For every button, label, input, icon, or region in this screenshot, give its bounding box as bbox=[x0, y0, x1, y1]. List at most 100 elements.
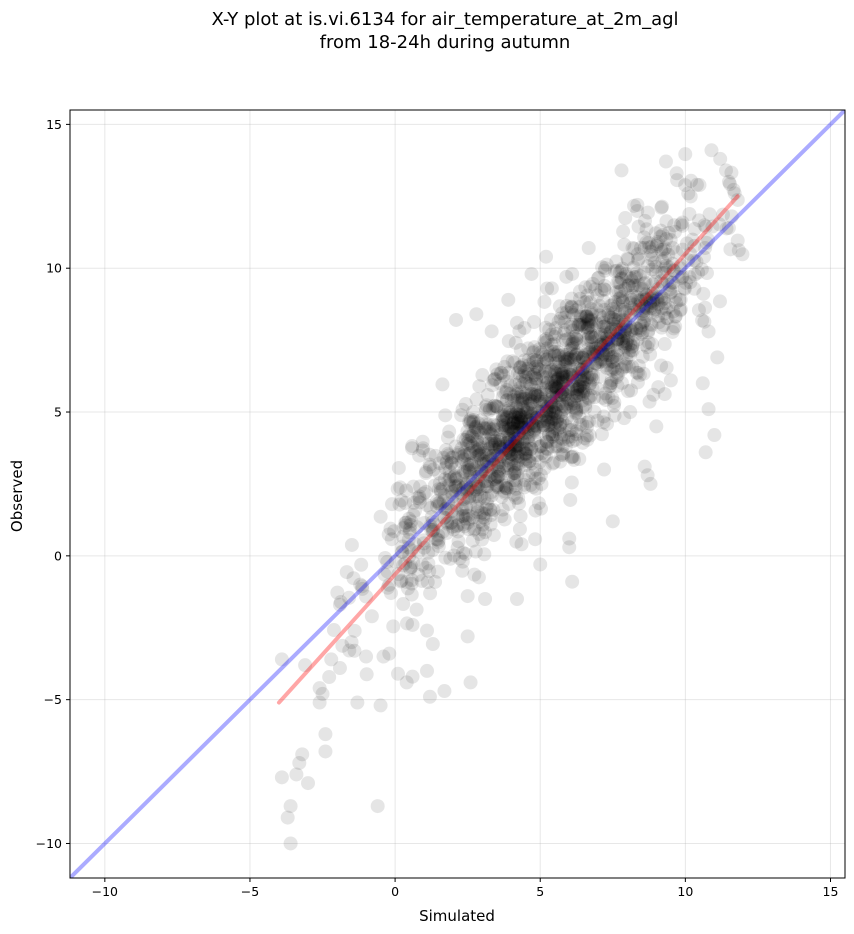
scatter-point bbox=[528, 418, 543, 433]
scatter-point bbox=[318, 727, 333, 742]
scatter-point bbox=[575, 435, 590, 450]
scatter-point bbox=[444, 450, 459, 465]
scatter-point bbox=[461, 460, 476, 475]
scatter-point bbox=[418, 560, 433, 575]
scatter-point bbox=[479, 465, 494, 480]
scatter-point bbox=[482, 469, 497, 484]
scatter-point bbox=[590, 413, 605, 428]
scatter-point bbox=[585, 276, 600, 291]
scatter-point bbox=[423, 518, 438, 533]
scatter-point bbox=[597, 326, 612, 341]
scatter-point bbox=[607, 312, 622, 327]
scatter-point bbox=[528, 388, 543, 403]
scatter-point bbox=[510, 446, 525, 461]
scatter-point bbox=[611, 325, 626, 340]
scatter-point bbox=[577, 380, 592, 395]
scatter-point bbox=[659, 360, 674, 375]
scatter-point bbox=[636, 304, 651, 319]
scatter-point bbox=[542, 404, 557, 419]
scatter-point bbox=[498, 479, 513, 494]
scatter-point bbox=[475, 522, 490, 537]
scatter-point bbox=[517, 432, 532, 447]
scatter-point bbox=[536, 418, 551, 433]
scatter-point bbox=[536, 375, 551, 390]
scatter-point bbox=[538, 349, 553, 364]
scatter-point bbox=[654, 293, 669, 308]
scatter-point bbox=[439, 525, 454, 540]
scatter-point bbox=[533, 557, 548, 572]
scatter-point bbox=[455, 482, 470, 497]
scatter-point bbox=[443, 551, 458, 566]
scatter-point bbox=[390, 481, 405, 496]
scatter-point bbox=[439, 456, 454, 471]
scatter-point bbox=[673, 302, 688, 317]
scatter-point bbox=[539, 331, 554, 346]
scatter-point bbox=[519, 387, 534, 402]
scatter-point bbox=[407, 503, 422, 518]
scatter-point bbox=[518, 370, 533, 385]
scatter-point bbox=[519, 451, 534, 466]
scatter-point bbox=[482, 502, 497, 517]
scatter-point bbox=[637, 459, 652, 474]
scatter-point bbox=[500, 450, 515, 465]
scatter-point bbox=[530, 361, 545, 376]
scatter-point bbox=[609, 322, 624, 337]
scatter-point bbox=[589, 316, 604, 331]
scatter-point bbox=[425, 637, 440, 652]
scatter-point bbox=[530, 365, 545, 380]
scatter-point bbox=[493, 427, 508, 442]
scatter-point bbox=[507, 424, 522, 439]
scatter-point bbox=[544, 384, 559, 399]
scatter-point bbox=[687, 267, 702, 282]
scatter-point bbox=[399, 483, 414, 498]
scatter-point bbox=[624, 271, 639, 286]
scatter-point bbox=[422, 457, 437, 472]
scatter-point bbox=[484, 449, 499, 464]
scatter-point bbox=[486, 457, 501, 472]
scatter-point bbox=[579, 310, 594, 325]
scatter-point bbox=[394, 493, 409, 508]
scatter-point bbox=[445, 489, 460, 504]
scatter-point bbox=[475, 464, 490, 479]
scatter-point bbox=[502, 421, 517, 436]
scatter-point bbox=[517, 417, 532, 432]
scatter-point bbox=[404, 514, 419, 529]
scatter-point bbox=[498, 424, 513, 439]
scatter-point bbox=[399, 515, 414, 530]
scatter-point bbox=[454, 441, 469, 456]
scatter-point bbox=[440, 430, 455, 445]
scatter-point bbox=[528, 532, 543, 547]
scatter-point bbox=[576, 350, 591, 365]
scatter-point bbox=[408, 537, 423, 552]
scatter-point bbox=[655, 227, 670, 242]
scatter-point bbox=[517, 445, 532, 460]
scatter-point bbox=[526, 424, 541, 439]
scatter-point bbox=[354, 557, 369, 572]
scatter-point bbox=[508, 463, 523, 478]
scatter-point bbox=[510, 404, 525, 419]
scatter-point bbox=[610, 365, 625, 380]
scatter-point bbox=[507, 432, 522, 447]
chart-title-line-1: X-Y plot at is.vi.6134 for air_temperatu… bbox=[211, 9, 679, 30]
scatter-point bbox=[635, 325, 650, 340]
scatter-point bbox=[561, 331, 576, 346]
scatter-point bbox=[415, 434, 430, 449]
scatter-point bbox=[628, 327, 643, 342]
scatter-point bbox=[455, 545, 470, 560]
scatter-point bbox=[585, 381, 600, 396]
scatter-point bbox=[673, 258, 688, 273]
scatter-point bbox=[665, 324, 680, 339]
scatter-point bbox=[539, 401, 554, 416]
scatter-point bbox=[477, 506, 492, 521]
scatter-point bbox=[583, 376, 598, 391]
scatter-point bbox=[562, 531, 577, 546]
scatter-point bbox=[511, 456, 526, 471]
scatter-point bbox=[554, 388, 569, 403]
scatter-point bbox=[564, 299, 579, 314]
scatter-point bbox=[633, 294, 648, 309]
scatter-point bbox=[454, 408, 469, 423]
scatter-point bbox=[564, 450, 579, 465]
scatter-point bbox=[518, 391, 533, 406]
scatter-point bbox=[480, 479, 495, 494]
scatter-point bbox=[448, 478, 463, 493]
